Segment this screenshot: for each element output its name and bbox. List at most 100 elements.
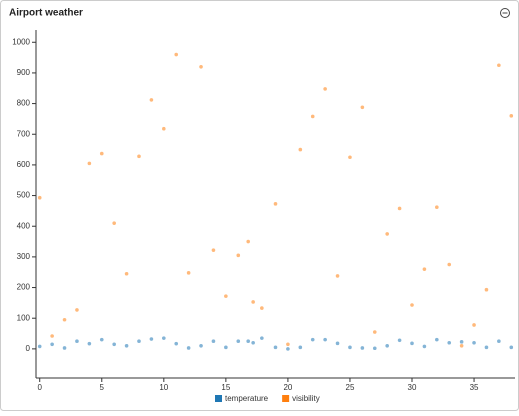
point	[99, 337, 104, 342]
point	[186, 271, 191, 275]
point	[174, 52, 179, 57]
point	[75, 339, 79, 344]
point	[459, 344, 464, 348]
point	[372, 330, 377, 334]
point	[199, 64, 203, 69]
point	[149, 337, 154, 341]
point	[484, 287, 489, 292]
y-tick-label: 600	[17, 160, 31, 169]
legend-swatch	[215, 395, 222, 402]
point	[62, 346, 67, 350]
point	[286, 347, 290, 351]
point	[87, 161, 92, 166]
point	[459, 340, 464, 344]
point	[62, 317, 67, 322]
point	[509, 345, 514, 350]
x-tick-label: 25	[346, 383, 355, 392]
y-tick-label: 200	[17, 283, 31, 292]
point	[298, 147, 303, 152]
point	[273, 345, 278, 350]
point	[472, 340, 476, 345]
point	[211, 248, 216, 252]
point	[422, 344, 427, 349]
y-tick-label: 100	[17, 313, 31, 322]
point	[273, 202, 278, 206]
point	[497, 63, 501, 68]
point	[199, 344, 203, 348]
point	[224, 294, 228, 298]
point	[99, 151, 104, 156]
y-tick-label: 300	[17, 252, 31, 261]
legend-swatch	[282, 395, 290, 402]
x-tick-label: 0	[37, 383, 42, 392]
button-icon[interactable]	[500, 8, 510, 18]
point	[37, 344, 42, 349]
point	[236, 339, 241, 344]
point	[286, 342, 290, 347]
point	[50, 334, 54, 338]
point	[37, 195, 42, 200]
y-tick-label: 900	[17, 68, 31, 77]
point	[246, 239, 250, 244]
point	[75, 308, 79, 312]
point	[124, 344, 129, 348]
x-tick-label: 5	[100, 383, 105, 392]
point	[236, 253, 241, 258]
point	[447, 262, 452, 267]
point	[397, 338, 402, 343]
point	[335, 274, 340, 278]
x-tick-label: 15	[221, 383, 230, 392]
point	[224, 345, 228, 350]
point	[435, 337, 439, 342]
point	[174, 341, 179, 346]
point	[422, 267, 427, 271]
point	[298, 345, 303, 350]
point	[112, 221, 116, 225]
y-tick-label: 400	[17, 221, 31, 230]
point	[360, 346, 365, 350]
point	[310, 337, 315, 342]
chart-title: Airport weather	[9, 8, 83, 19]
point	[435, 205, 439, 210]
collapse-button[interactable]	[500, 8, 510, 18]
point	[260, 306, 264, 310]
point	[211, 339, 216, 344]
legend-label: temperature	[225, 394, 269, 403]
point	[310, 114, 315, 119]
point	[87, 341, 92, 346]
point	[484, 345, 489, 350]
point	[360, 105, 365, 110]
point	[137, 339, 141, 344]
point	[323, 337, 327, 342]
point	[124, 271, 129, 276]
point	[50, 342, 54, 347]
x-tick-label: 20	[283, 383, 292, 392]
point	[335, 341, 340, 346]
point	[137, 154, 141, 159]
point	[260, 336, 264, 340]
point	[410, 341, 414, 346]
point	[251, 300, 255, 304]
point	[162, 126, 166, 131]
y-tick-label: 800	[17, 99, 31, 108]
legend-label: visibility	[292, 394, 320, 403]
y-tick-label: 1000	[12, 37, 30, 46]
point	[348, 345, 352, 350]
point	[397, 206, 402, 211]
point	[447, 340, 452, 345]
x-tick-label: 10	[159, 383, 168, 392]
point	[509, 114, 514, 118]
point	[162, 336, 166, 340]
x-tick-label: 35	[470, 383, 479, 392]
point	[149, 98, 154, 102]
point	[348, 155, 352, 160]
point	[323, 87, 327, 91]
point	[472, 323, 476, 327]
point	[385, 232, 389, 236]
point	[246, 339, 250, 344]
x-tick-label: 30	[408, 383, 417, 392]
y-tick-label: 0	[26, 344, 31, 353]
point	[497, 339, 501, 344]
